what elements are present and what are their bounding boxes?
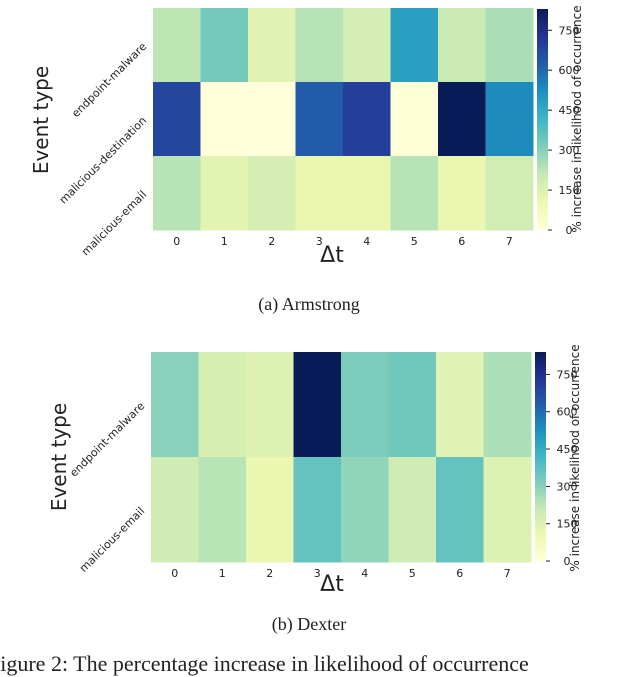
heatmap-cell	[295, 8, 344, 83]
heatmap-cell	[248, 8, 296, 83]
x-tick-label: 2	[266, 567, 273, 580]
heatmap-cell	[295, 156, 344, 231]
y-axis-label: Event type	[47, 403, 71, 511]
heatmap-cell	[390, 156, 439, 231]
heatmap-cell	[246, 352, 294, 458]
y-axis-label: Event type	[29, 66, 53, 174]
colorbar-label: % increase in likelihood of occurrence	[570, 5, 584, 232]
heatmap-cell	[388, 352, 437, 458]
colorbar-tick-label: 600	[557, 406, 578, 419]
heatmap-cell	[153, 82, 201, 157]
heatmap-cell	[341, 457, 389, 563]
colorbar-label: % increase in likelihood of occurrence	[568, 344, 582, 571]
x-axis-label: Δt	[320, 572, 344, 597]
heatmap-cell	[248, 82, 296, 157]
x-axis-label: Δt	[320, 243, 344, 268]
colorbar-tick-label: 150	[559, 184, 580, 197]
colorbar-tick-label: 0	[566, 224, 573, 237]
colorbar-tick-label: 300	[557, 480, 578, 493]
subfigure-caption-b: (b) Dexter	[271, 614, 347, 634]
x-tick-label: 2	[268, 235, 275, 248]
y-tick-label: malicious-email	[79, 188, 149, 258]
heatmap-cell	[293, 352, 342, 458]
heatmap-cell	[485, 82, 534, 157]
heatmap-cell	[343, 82, 391, 157]
heatmap-cells	[151, 352, 532, 563]
x-tick-label: 7	[504, 567, 511, 580]
heatmap-panel-dexter: 0 1 2 3 4 5 6 7 endpoint-malware malicious-email…	[47, 344, 582, 597]
heatmap-cell	[485, 156, 534, 231]
y-tick-label: malicious-email	[77, 505, 147, 575]
x-tick-label: 3	[316, 235, 323, 248]
heatmap-cell	[198, 352, 247, 458]
heatmap-cell	[390, 8, 439, 83]
heatmap-cell	[200, 82, 249, 157]
x-tick-label: 1	[221, 235, 228, 248]
heatmap-cell	[200, 8, 249, 83]
colorbar-tick-label: 600	[559, 64, 580, 77]
colorbar-tick-label: 450	[557, 443, 578, 456]
heatmap-cell	[483, 352, 532, 458]
x-tick-labels: 0 1 2 3 4 5 6 7	[173, 235, 513, 248]
y-tick-label: endpoint-malware	[67, 399, 147, 479]
colorbar-tick-label: 450	[559, 104, 580, 117]
colorbar-ticks: 0 150 300 450 600 750	[546, 368, 578, 568]
heatmap-cell	[436, 352, 484, 458]
heatmap-cell	[293, 457, 342, 563]
x-tick-labels: 0 1 2 3 4 5 6 7	[171, 567, 511, 580]
colorbar-tick-label: 750	[557, 368, 578, 381]
heatmap-panel-armstrong: 0 1 2 3 4 5 6 7 endpoint-malwaremalicious-desti…	[29, 5, 584, 268]
heatmap-cell	[388, 457, 437, 563]
x-tick-label: 6	[456, 567, 463, 580]
heatmap-cell	[295, 82, 344, 157]
colorbar-ticks: 0 150 300 450 600 750	[548, 24, 580, 237]
x-tick-label: 4	[361, 567, 368, 580]
colorbar-tick-label: 0	[564, 555, 571, 568]
subfigure-caption-a: (a) Armstrong	[258, 294, 360, 314]
heatmap-cell	[390, 82, 439, 157]
colorbar-tick-label: 300	[559, 144, 580, 157]
y-tick-labels: endpoint-malware malicious-email	[67, 399, 147, 574]
heatmap-cells	[153, 8, 534, 231]
heatmap-cell	[343, 8, 391, 83]
colorbar	[537, 9, 548, 230]
heatmap-cell	[151, 457, 199, 563]
heatmap-cell	[438, 156, 486, 231]
x-tick-label: 6	[458, 235, 465, 248]
x-tick-label: 1	[219, 567, 226, 580]
x-tick-label: 7	[506, 235, 513, 248]
heatmap-cell	[438, 82, 486, 157]
heatmap-cell	[198, 457, 247, 563]
x-tick-label: 5	[409, 567, 416, 580]
x-tick-label: 4	[363, 235, 370, 248]
heatmap-cell	[485, 8, 534, 83]
figure-caption: Figure 2: The percentage increase in lik…	[0, 651, 529, 676]
heatmap-cell	[200, 156, 249, 231]
heatmap-cell	[343, 156, 391, 231]
heatmap-cell	[153, 156, 201, 231]
heatmap-cell	[248, 156, 296, 231]
colorbar-tick-label: 750	[559, 24, 580, 37]
heatmap-cell	[436, 457, 484, 563]
x-tick-label: 3	[314, 567, 321, 580]
heatmap-cell	[438, 8, 486, 83]
x-tick-label: 0	[173, 235, 180, 248]
heatmap-cell	[153, 8, 201, 83]
y-tick-labels: endpoint-malwaremalicious-destinationmal…	[57, 40, 150, 258]
colorbar	[535, 352, 546, 561]
colorbar-tick-label: 150	[557, 518, 578, 531]
y-tick-label: endpoint-malware	[69, 40, 149, 120]
x-tick-label: 0	[171, 567, 178, 580]
heatmap-cell	[341, 352, 389, 458]
heatmap-cell	[483, 457, 532, 563]
heatmap-cell	[246, 457, 294, 563]
x-tick-label: 5	[411, 235, 418, 248]
heatmap-cell	[151, 352, 199, 458]
